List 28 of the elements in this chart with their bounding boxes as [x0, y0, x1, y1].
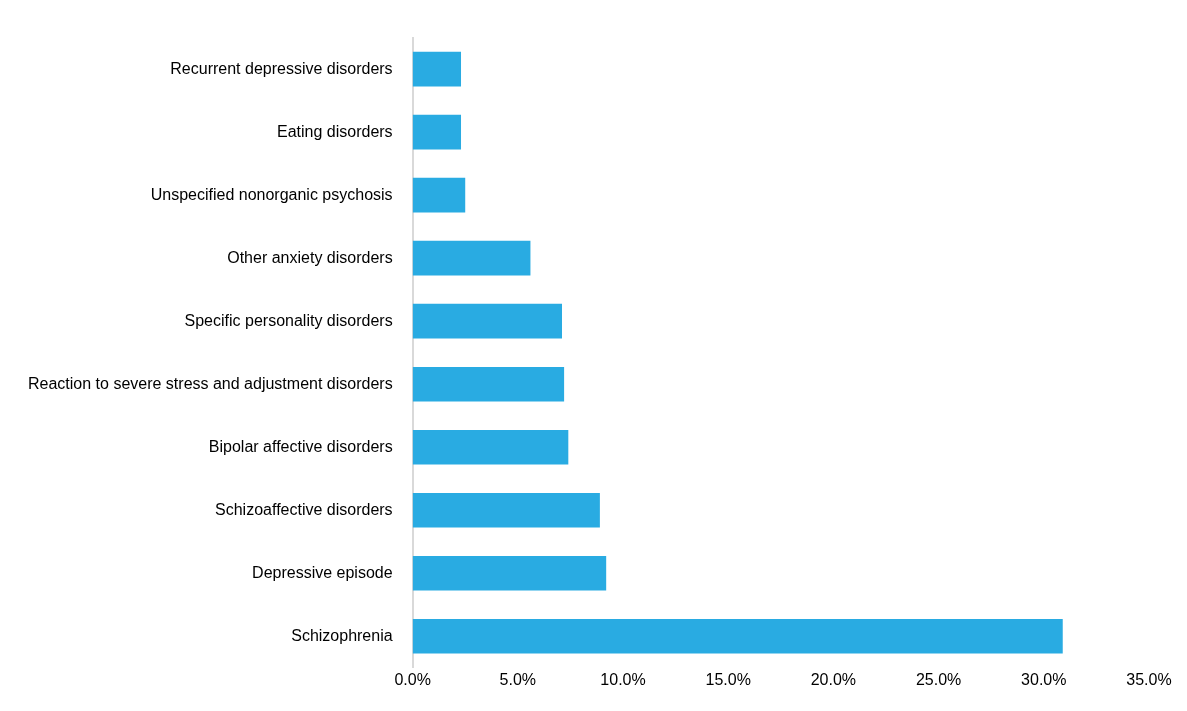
bar: [412, 366, 565, 402]
y-tick-label: Bipolar affective disorders: [208, 437, 393, 455]
x-tick-label: 30.0%: [1021, 670, 1067, 688]
y-tick-label: Depressive episode: [252, 563, 393, 581]
bar: [412, 618, 1063, 654]
y-tick-label: Other anxiety disorders: [227, 248, 393, 266]
y-tick-label: Specific personality disorders: [184, 311, 393, 329]
y-tick-label: Recurrent depressive disorders: [170, 59, 393, 77]
x-tick-label: 25.0%: [915, 670, 962, 688]
x-tick-label: 10.0%: [600, 670, 646, 688]
y-tick-label: Eating disorders: [277, 122, 393, 140]
x-tick-label: 20.0%: [810, 670, 857, 688]
y-tick-label: Unspecified nonorganic psychosis: [150, 185, 393, 203]
bar: [412, 240, 531, 276]
x-tick-label: 5.0%: [499, 670, 537, 688]
x-tick-label: 0.0%: [394, 670, 431, 688]
bar: [412, 51, 462, 87]
bar: [412, 177, 466, 213]
x-tick-label: 15.0%: [705, 670, 751, 688]
bar: [412, 429, 569, 465]
y-tick-label: Reaction to severe stress and adjustment disorders: [28, 374, 393, 392]
x-tick-label: 35.0%: [1126, 670, 1172, 688]
bar: [412, 303, 562, 339]
y-tick-label: Schizoaffective disorders: [215, 500, 393, 518]
bar: [412, 492, 600, 528]
bar: [412, 114, 462, 150]
bar: [412, 555, 607, 591]
y-tick-label: Schizophrenia: [291, 626, 393, 644]
